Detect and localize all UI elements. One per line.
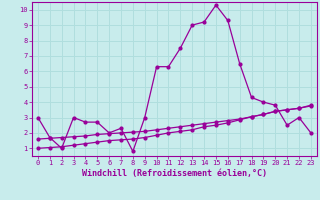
X-axis label: Windchill (Refroidissement éolien,°C): Windchill (Refroidissement éolien,°C) bbox=[82, 169, 267, 178]
